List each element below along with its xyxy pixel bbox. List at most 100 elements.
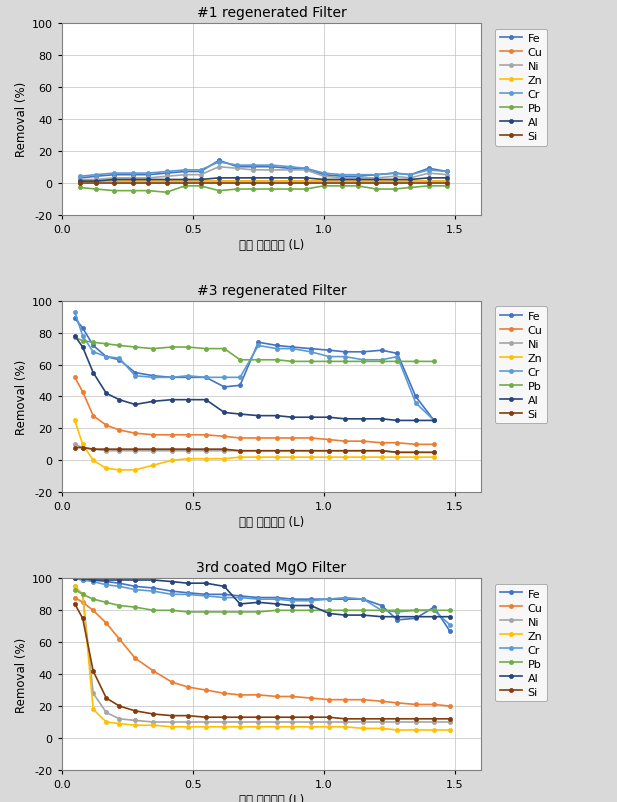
Al <box>431 612 438 622</box>
Al <box>150 576 157 585</box>
Zn <box>289 722 296 731</box>
Ni <box>184 717 191 727</box>
Fe <box>307 594 315 604</box>
Ni <box>236 447 244 456</box>
Cr <box>339 171 346 180</box>
Y-axis label: Removal (%): Removal (%) <box>15 637 28 712</box>
Zn <box>307 722 315 731</box>
Pb <box>168 606 175 615</box>
Al <box>168 577 175 587</box>
Cu <box>307 434 315 444</box>
Fe <box>354 172 362 182</box>
Zn <box>407 177 414 187</box>
Ni <box>446 717 453 727</box>
Zn <box>320 177 328 187</box>
Cr <box>115 354 123 363</box>
Cu <box>378 697 385 707</box>
Pb <box>79 589 86 599</box>
Cr <box>412 606 420 615</box>
Si <box>197 179 204 188</box>
Si <box>79 444 86 453</box>
Si <box>150 445 157 455</box>
Cr <box>129 169 136 179</box>
Al <box>110 176 118 185</box>
Zn <box>236 722 244 731</box>
Si <box>378 447 385 456</box>
Cu <box>71 373 78 383</box>
Ni <box>131 715 139 725</box>
Pb <box>412 357 420 367</box>
Zn <box>255 453 262 463</box>
Pb <box>115 601 123 610</box>
Al <box>102 389 110 399</box>
Si <box>102 445 110 455</box>
Si <box>131 706 139 715</box>
Fe <box>320 171 328 180</box>
Cu <box>394 699 401 708</box>
Fe <box>268 163 275 172</box>
Ni <box>79 589 86 599</box>
Cu <box>168 678 175 687</box>
Al <box>215 174 223 184</box>
Pb <box>202 344 210 354</box>
Si <box>289 712 296 722</box>
Fe <box>407 171 414 180</box>
Si <box>89 666 97 676</box>
Al <box>431 416 438 426</box>
Al <box>320 176 328 185</box>
Cu <box>249 177 257 187</box>
Cu <box>102 421 110 431</box>
Title: #3 regenerated Filter: #3 regenerated Filter <box>197 283 346 298</box>
Ni <box>307 717 315 727</box>
Zn <box>341 722 349 731</box>
Fe <box>360 347 367 357</box>
Cr <box>131 371 139 381</box>
Cr <box>150 373 157 383</box>
Al <box>115 576 123 585</box>
Pb <box>71 585 78 594</box>
Zn <box>115 719 123 728</box>
Si <box>221 712 228 722</box>
Si <box>168 445 175 455</box>
Cu <box>168 431 175 440</box>
Cu <box>150 666 157 676</box>
Fe <box>102 577 110 587</box>
Pb <box>354 182 362 192</box>
Cr <box>102 580 110 589</box>
Cr <box>131 585 139 594</box>
Al <box>131 576 139 585</box>
Al <box>71 574 78 584</box>
Si <box>326 447 333 456</box>
Cu <box>360 437 367 447</box>
Si <box>110 179 118 188</box>
Si <box>115 702 123 711</box>
Al <box>360 415 367 424</box>
Fe <box>341 594 349 604</box>
Al <box>115 395 123 405</box>
Ni <box>425 169 433 179</box>
Legend: Fe, Cu, Ni, Zn, Cr, Pb, Al, Si: Fe, Cu, Ni, Zn, Cr, Pb, Al, Si <box>495 30 547 147</box>
Pb <box>268 185 275 195</box>
Fe <box>431 416 438 426</box>
Fe <box>273 341 280 350</box>
Fe <box>273 593 280 602</box>
Zn <box>221 454 228 464</box>
Pb <box>394 357 401 367</box>
Zn <box>289 453 296 463</box>
Ni <box>391 172 399 182</box>
Si <box>236 712 244 722</box>
Si <box>394 714 401 723</box>
Al <box>255 597 262 607</box>
Cr <box>215 158 223 168</box>
Cr <box>71 574 78 584</box>
Al <box>444 174 451 184</box>
Ni <box>431 448 438 458</box>
Al <box>77 177 84 187</box>
Fe <box>71 574 78 584</box>
Pb <box>255 607 262 617</box>
Cu <box>202 431 210 440</box>
Cu <box>341 437 349 447</box>
Zn <box>184 722 191 731</box>
Fe <box>181 168 189 177</box>
Si <box>92 179 99 188</box>
